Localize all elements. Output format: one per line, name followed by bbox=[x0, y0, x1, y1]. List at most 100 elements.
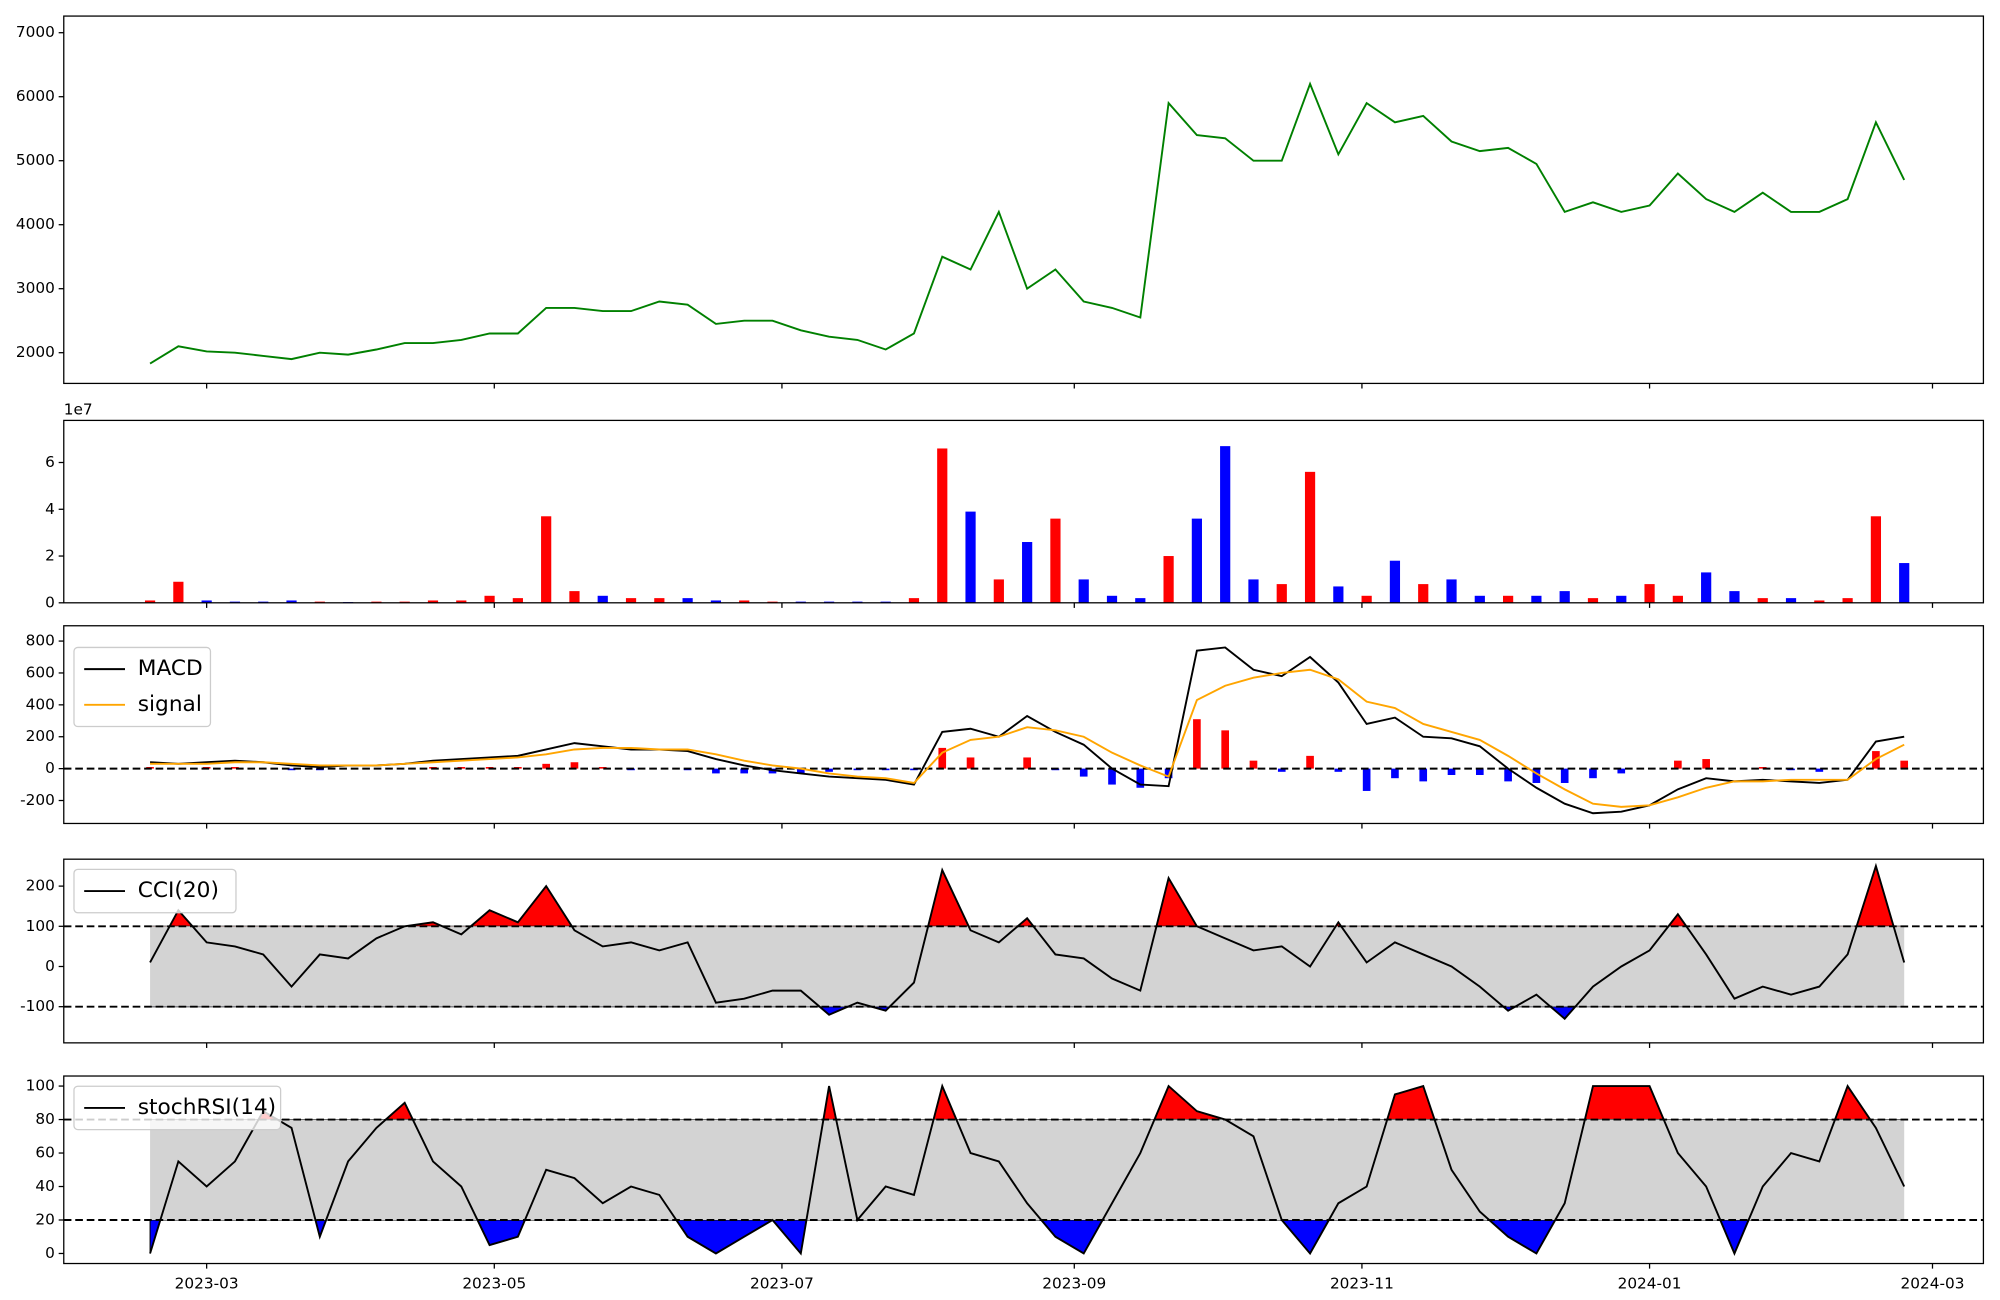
y-tick-label: 0 bbox=[45, 1244, 55, 1262]
histogram-bar bbox=[1193, 719, 1201, 769]
volume-bar bbox=[541, 516, 552, 603]
legend-box bbox=[73, 868, 237, 914]
volume-bar bbox=[1191, 518, 1202, 603]
volume-bar bbox=[1785, 598, 1797, 603]
x-tick-label: 2024-01 bbox=[1618, 1274, 1682, 1292]
histogram-bar bbox=[1617, 768, 1626, 774]
y-tick-label: 3000 bbox=[16, 279, 55, 297]
volume-bar bbox=[1078, 579, 1089, 603]
volume-bar bbox=[1389, 560, 1401, 603]
volume-bar bbox=[173, 581, 184, 603]
volume-bar bbox=[201, 600, 212, 603]
histogram-bar bbox=[598, 767, 607, 769]
histogram-bar bbox=[1447, 768, 1456, 775]
histogram-bar bbox=[1249, 760, 1258, 769]
volume-bar bbox=[484, 595, 495, 603]
y-tick-label: 200 bbox=[26, 877, 55, 895]
volume-bar bbox=[1899, 563, 1910, 603]
y-tick-label: 800 bbox=[26, 632, 55, 650]
y-tick-label: 40 bbox=[35, 1177, 54, 1195]
volume-bar bbox=[1304, 471, 1316, 603]
volume-bar bbox=[682, 598, 693, 603]
panel-frame bbox=[63, 858, 1985, 1044]
volume-bar bbox=[1361, 595, 1372, 603]
panel-frame bbox=[63, 15, 1985, 385]
y-tick-label: 6 bbox=[45, 453, 55, 471]
legend-box bbox=[73, 1085, 282, 1131]
y-tick-label: -200 bbox=[20, 791, 55, 809]
y-tick-label: 400 bbox=[26, 695, 55, 713]
legend-box bbox=[73, 646, 212, 728]
y-tick-label: 0 bbox=[45, 759, 55, 777]
y-tick-label: 600 bbox=[26, 663, 55, 681]
volume-bar bbox=[1729, 591, 1740, 603]
histogram-bar bbox=[1362, 768, 1371, 791]
x-tick-label: 2023-07 bbox=[750, 1274, 814, 1292]
volume-bar bbox=[993, 579, 1004, 603]
volume-bar bbox=[1022, 542, 1033, 603]
x-tick-label: 2023-05 bbox=[462, 1274, 526, 1292]
y-tick-label: 7000 bbox=[16, 23, 55, 41]
volume-bar bbox=[1757, 598, 1768, 603]
histogram-bar bbox=[1277, 768, 1286, 772]
volume-bar bbox=[1050, 518, 1061, 603]
volume-bar bbox=[1616, 595, 1627, 603]
histogram-bar bbox=[966, 757, 975, 769]
histogram-bar bbox=[1560, 768, 1569, 783]
volume-bar bbox=[1248, 579, 1259, 603]
histogram-bar bbox=[938, 747, 947, 769]
y-tick-label: 20 bbox=[35, 1210, 54, 1228]
y-tick-label: 6000 bbox=[16, 87, 55, 105]
y-tick-label: 80 bbox=[35, 1110, 54, 1128]
histogram-bar bbox=[570, 762, 579, 769]
legend-label: stochRSI(14) bbox=[138, 1095, 276, 1120]
histogram-bar bbox=[1306, 755, 1314, 769]
series-line bbox=[149, 1083, 1906, 1256]
panel-frame bbox=[63, 419, 1985, 604]
volume-bar bbox=[1106, 595, 1118, 603]
x-tick-label: 2024-03 bbox=[1901, 1274, 1965, 1292]
volume-bar bbox=[569, 591, 580, 603]
volume-bar bbox=[1503, 595, 1514, 603]
offset-text: 1e7 bbox=[64, 401, 93, 419]
histogram-bar bbox=[1815, 768, 1824, 772]
volume-bar bbox=[1446, 579, 1457, 603]
histogram-bar bbox=[542, 763, 550, 769]
volume-bar bbox=[1701, 572, 1712, 603]
y-tick-label: 2 bbox=[45, 547, 55, 565]
y-tick-label: 100 bbox=[26, 917, 55, 935]
histogram-bar bbox=[796, 768, 805, 774]
y-tick-label: 2000 bbox=[16, 343, 55, 361]
volume-bar bbox=[1870, 516, 1882, 603]
volume-bar bbox=[144, 600, 156, 603]
histogram-bar bbox=[1023, 757, 1031, 769]
series-line bbox=[149, 862, 1906, 1021]
histogram-bar bbox=[1419, 768, 1428, 782]
volume-bar bbox=[1587, 598, 1599, 603]
histogram-bar bbox=[1221, 730, 1230, 769]
panel-frame bbox=[63, 625, 1985, 825]
volume-bar bbox=[597, 595, 608, 603]
band-fill bbox=[150, 926, 1905, 1007]
legend-label: signal bbox=[138, 692, 202, 717]
volume-bar bbox=[908, 598, 920, 603]
histogram-bar bbox=[1334, 768, 1343, 772]
histogram-bar bbox=[1164, 768, 1173, 779]
volume-bar bbox=[937, 448, 948, 603]
histogram-bar bbox=[1136, 768, 1145, 788]
histogram-bar bbox=[1108, 768, 1116, 785]
y-tick-label: 60 bbox=[35, 1144, 54, 1162]
histogram-bar bbox=[740, 768, 749, 774]
series-line bbox=[149, 81, 1906, 365]
x-tick-label: 2023-09 bbox=[1042, 1274, 1106, 1292]
histogram-bar bbox=[1475, 768, 1484, 775]
volume-bar bbox=[456, 600, 467, 603]
volume-bar bbox=[1333, 586, 1344, 603]
volume-bar bbox=[1276, 584, 1287, 603]
y-tick-label: 4 bbox=[45, 500, 55, 518]
volume-bar bbox=[1474, 595, 1485, 603]
volume-bar bbox=[1531, 595, 1542, 603]
volume-bar bbox=[427, 600, 439, 603]
